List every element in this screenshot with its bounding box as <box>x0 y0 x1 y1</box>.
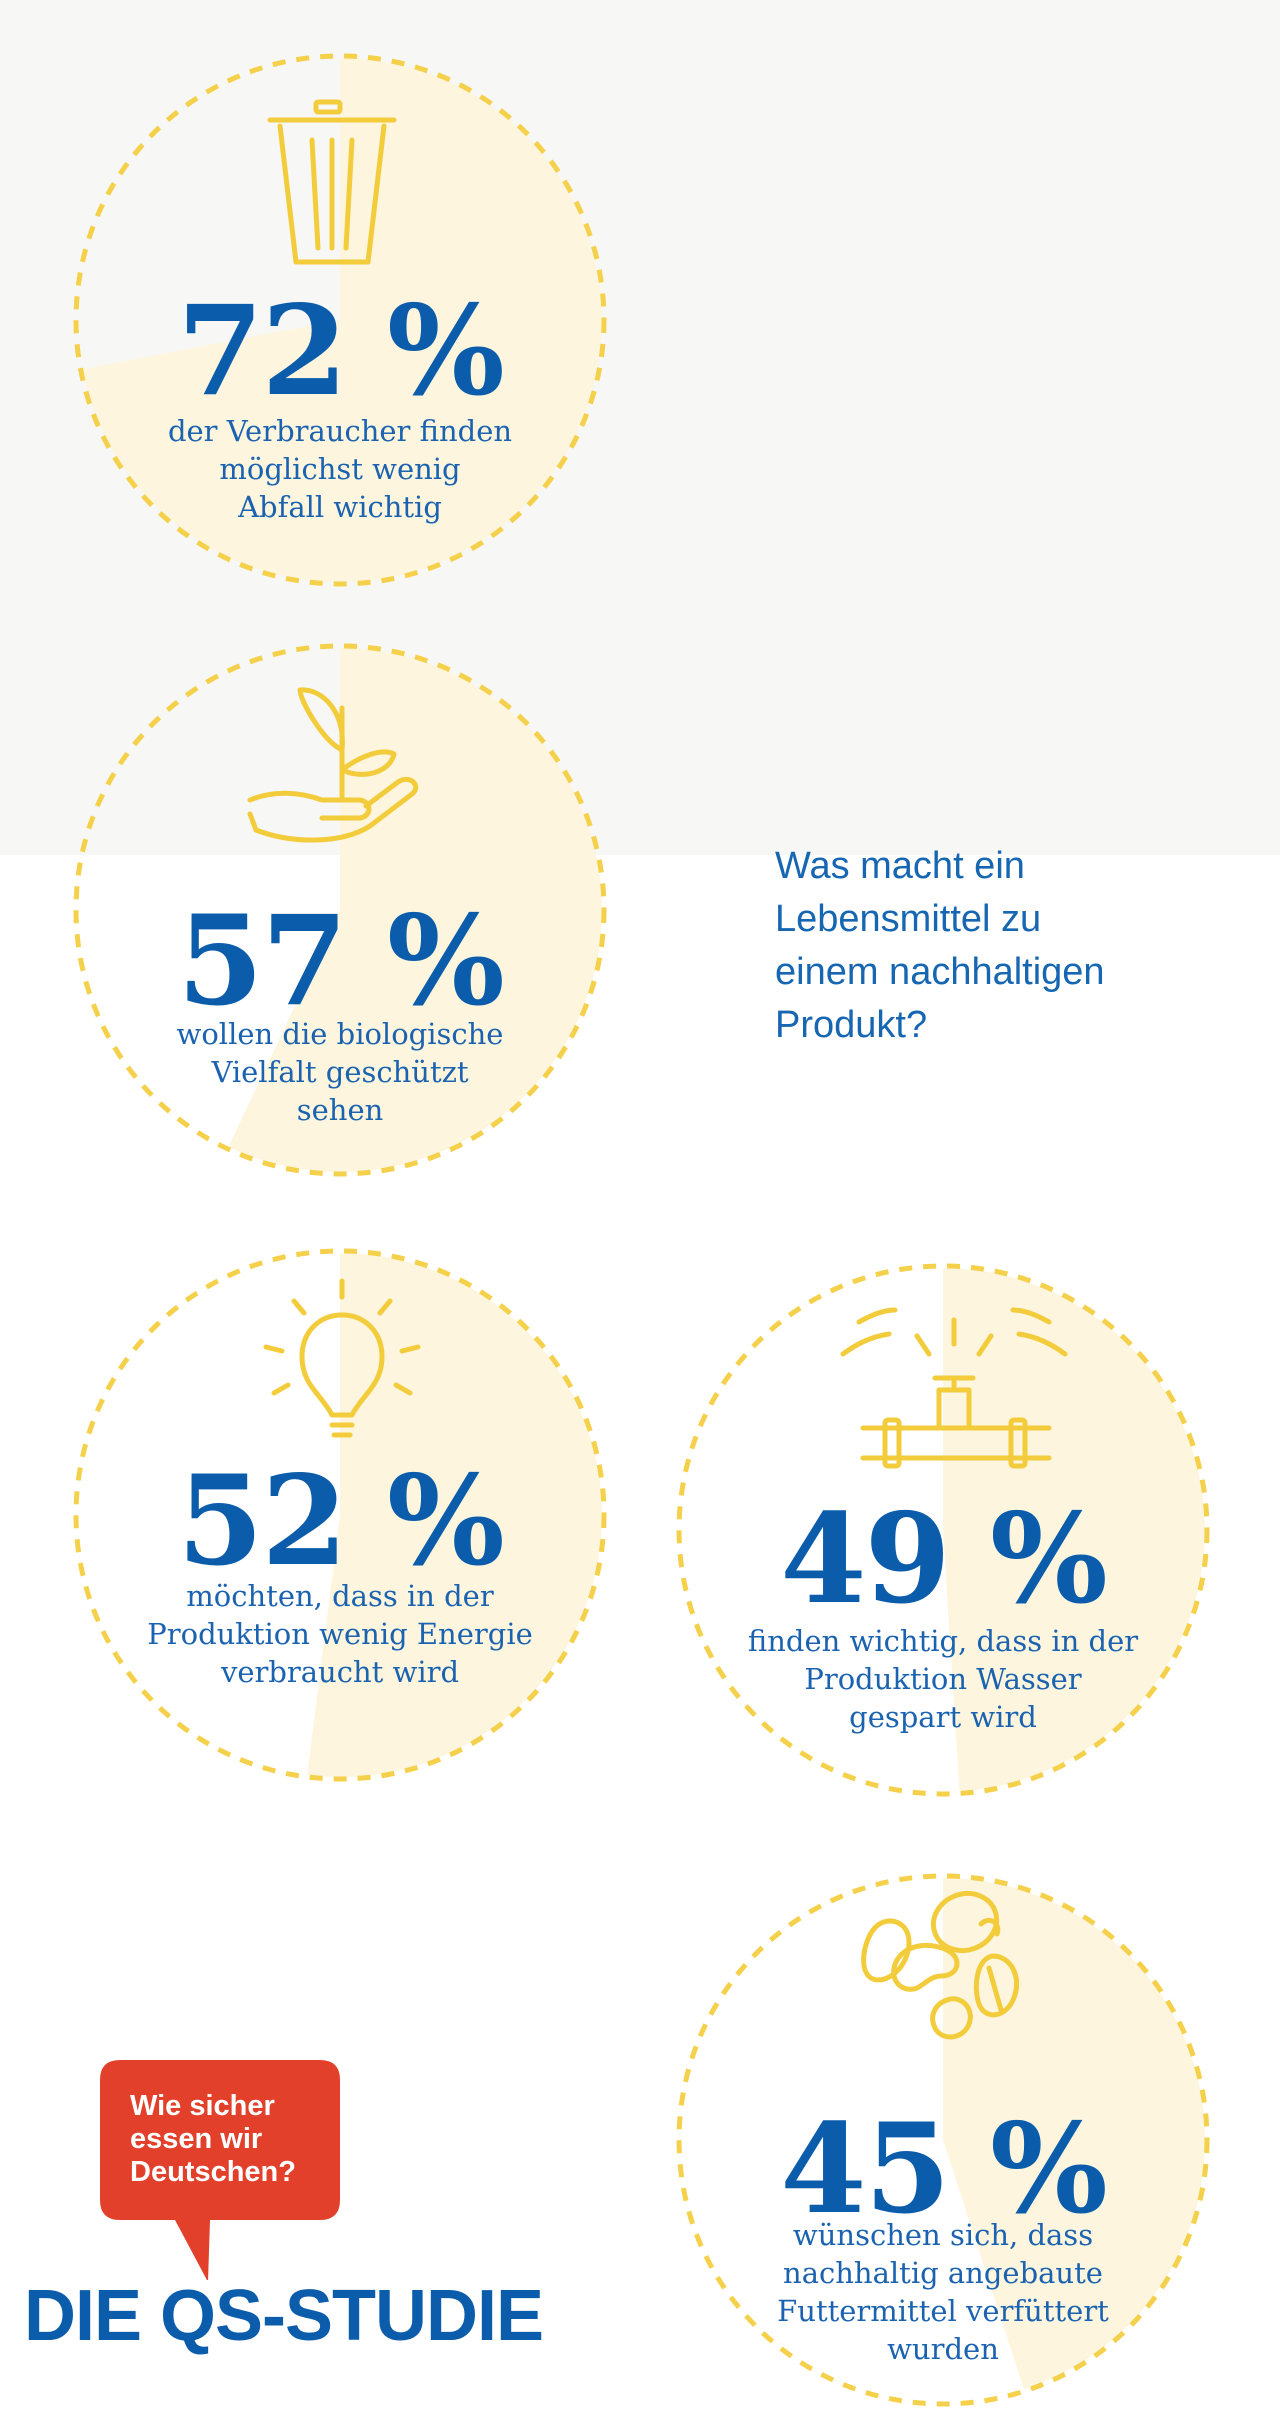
percentage-value: 57 % <box>177 889 505 1034</box>
pie-slice <box>943 1268 1205 1792</box>
dashed-ring <box>73 643 607 1177</box>
stat-circle-waste: 72 % der Verbraucher finden möglichst we… <box>60 40 620 600</box>
pie-ring <box>73 53 607 587</box>
pie-ring <box>676 1263 1210 1797</box>
qs-studie-logo: DIE QS-STUDIE <box>24 2276 544 2356</box>
pie-slice <box>307 1253 603 1777</box>
pie-slice <box>82 58 602 582</box>
pie-slice <box>228 648 603 1172</box>
dashed-ring <box>73 53 607 587</box>
stat-description: der Verbraucher finden möglichst wenig A… <box>167 414 513 524</box>
stat-description: wollen die biologische Vielfalt geschütz… <box>176 1017 504 1127</box>
stat-description: wünschen sich, dass nachhaltig angebaute… <box>777 2218 1109 2366</box>
stat-circle-feed: 45 % wünschen sich, dass nachhaltig ange… <box>663 1860 1223 2420</box>
percentage-value: 49 % <box>780 1487 1108 1632</box>
stat-circle-biodiversity: 57 % wollen die biologische Vielfalt ges… <box>60 630 620 1190</box>
percentage-value: 45 % <box>780 2097 1108 2242</box>
chart-title: Was macht ein Lebensmittel zu einem nach… <box>775 845 1105 1046</box>
dashed-ring <box>676 1873 1210 2407</box>
stat-circle-energy: 52 % möchten, dass in der Produktion wen… <box>60 1235 620 1795</box>
stat-description: möchten, dass in der Produktion wenig En… <box>147 1579 533 1689</box>
percentage-value: 72 % <box>177 279 505 424</box>
percentage-value: 52 % <box>177 1449 505 1594</box>
trash-can-icon <box>267 99 397 265</box>
speech-bubble: Wie sicher essen wir Deutschen? <box>100 2060 340 2280</box>
stat-circle-water: 49 % finden wichtig, dass in der Produkt… <box>663 1250 1223 1810</box>
stat-description: finden wichtig, dass in der Produktion W… <box>747 1624 1139 1734</box>
speech-bubble-shape <box>100 2060 340 2280</box>
light-bulb-icon <box>263 1278 421 1438</box>
pie-ring <box>73 1248 607 1782</box>
speech-bubble-text: Wie sicher essen wir Deutschen? <box>130 2090 296 2188</box>
pie-ring <box>73 643 607 1177</box>
dashed-ring <box>73 1248 607 1782</box>
dashed-ring <box>676 1263 1210 1797</box>
feed-grains-icon <box>861 1891 1020 2040</box>
seedling-hand-icon <box>247 687 419 843</box>
water-tap-icon <box>840 1307 1068 1469</box>
